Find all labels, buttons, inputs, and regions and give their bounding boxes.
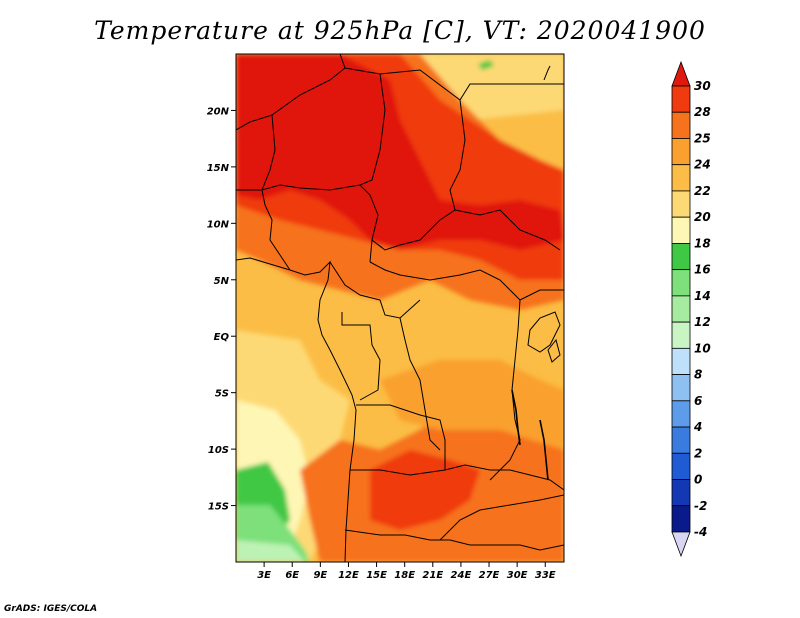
border-sudan [454,209,561,251]
lon-tick-label: 6E [285,570,299,581]
colorbar-box [671,243,691,271]
border-nigeria-north [236,184,379,263]
field-28-south [370,450,480,530]
colorbar-box [671,374,691,402]
field-12-sw [236,540,305,562]
colorbar-level-label: 6 [694,394,702,408]
coastline-west [236,257,357,562]
colorbar-level-label: 10 [694,341,711,355]
border-drc-west [399,317,441,451]
lat-tick-label: 15S [208,502,229,513]
lat-tick-label: 10S [208,445,229,456]
colorbar-box [671,164,691,192]
colorbar-box [671,216,691,244]
colorbar-level-label: 4 [693,420,702,434]
border-drc-east [489,299,521,481]
lon-tick-label: 24E [451,570,472,581]
lat-tick-label: 5N [214,276,230,287]
colorbar-box [671,347,691,375]
colorbar-level-label: 24 [694,158,711,172]
colorbar-box [671,138,691,166]
colorbar-level-label: 2 [694,446,702,460]
colorbar-top-triangle [671,60,691,87]
colorbar-bottom-triangle [671,531,691,558]
chart-title: Temperature at 925hPa [C], VT: 202004190… [94,16,706,45]
colorbar-level-label: 12 [694,315,711,329]
colorbar-box [671,190,691,218]
colorbar-box [671,452,691,480]
field-30-sahel [236,54,564,250]
lat-tick-label: 15N [207,163,230,174]
temperature-field [236,54,564,562]
border-niger-chad [359,73,386,186]
lon-tick-label: 3E [257,570,271,581]
colorbar-level-label: 25 [694,131,711,145]
lon-tick-label: 15E [366,570,387,581]
border-benin [261,189,291,271]
colorbar-level-label: 30 [694,79,711,93]
colorbar-level-label: 20 [694,210,711,224]
border-niger-mali [236,67,346,131]
lake-tanganyika [511,389,521,446]
lake-victoria [527,311,561,353]
lon-tick-label: 30E [507,570,528,581]
border-gabon-congo [341,312,381,401]
colorbar-level-label: 16 [694,263,711,277]
colorbar-box [671,400,691,428]
grads-credit: GrADS: IGES/COLA [4,604,98,614]
lon-tick-label: 27E [479,570,500,581]
colorbar-level-label: 28 [694,105,711,119]
colorbar-level-label: -4 [694,525,707,539]
lat-tick-label: EQ [214,332,230,343]
lon-tick-label: 21E [422,570,443,581]
lat-tick-label: 20N [207,106,230,117]
colorbar-box [671,479,691,507]
colorbar-box [671,269,691,297]
colorbar-level-label: 0 [694,473,702,487]
lon-tick-label: 12E [338,570,359,581]
border-car-south [369,261,564,301]
field-16-north-spot [478,60,494,70]
map-frame [235,53,565,563]
colorbar-level-label: 8 [694,368,702,382]
colorbar-box [671,505,691,533]
colorbar-level-label: -2 [694,499,707,513]
lon-tick-label: 33E [535,570,556,581]
lat-tick-label: 5S [215,389,229,400]
colorbar-box [671,321,691,349]
border-zambia-south [439,494,564,541]
country-borders [236,54,564,562]
border-chad-east [371,99,466,251]
lake-malawi [539,419,549,481]
lat-tick-label: 10N [207,219,230,230]
border-angola-north [356,404,446,470]
latitude-axis: 20N 15N 10N 5N EQ 5S 10S 15S [207,106,236,513]
border-mali-burkina [261,114,276,191]
border-angola-zambia [350,464,564,491]
colorbar-box [671,85,691,113]
colorbar-box [671,295,691,323]
lon-tick-label: 9E [313,570,327,581]
border-namibia [344,529,500,546]
colorbar-box [671,111,691,139]
nile-delta [543,65,551,81]
lake-east [547,338,561,363]
colorbar-box [671,426,691,454]
border-south [500,544,564,551]
colorbar-level-label: 18 [694,236,711,250]
lon-tick-label: 18E [394,570,415,581]
colorbar-level-label: 22 [694,184,711,198]
colorbar-level-label: 14 [694,289,711,303]
longitude-axis: 3E 6E 9E 12E 15E 18E 21E 24E 27E 30E 33E [257,562,556,581]
